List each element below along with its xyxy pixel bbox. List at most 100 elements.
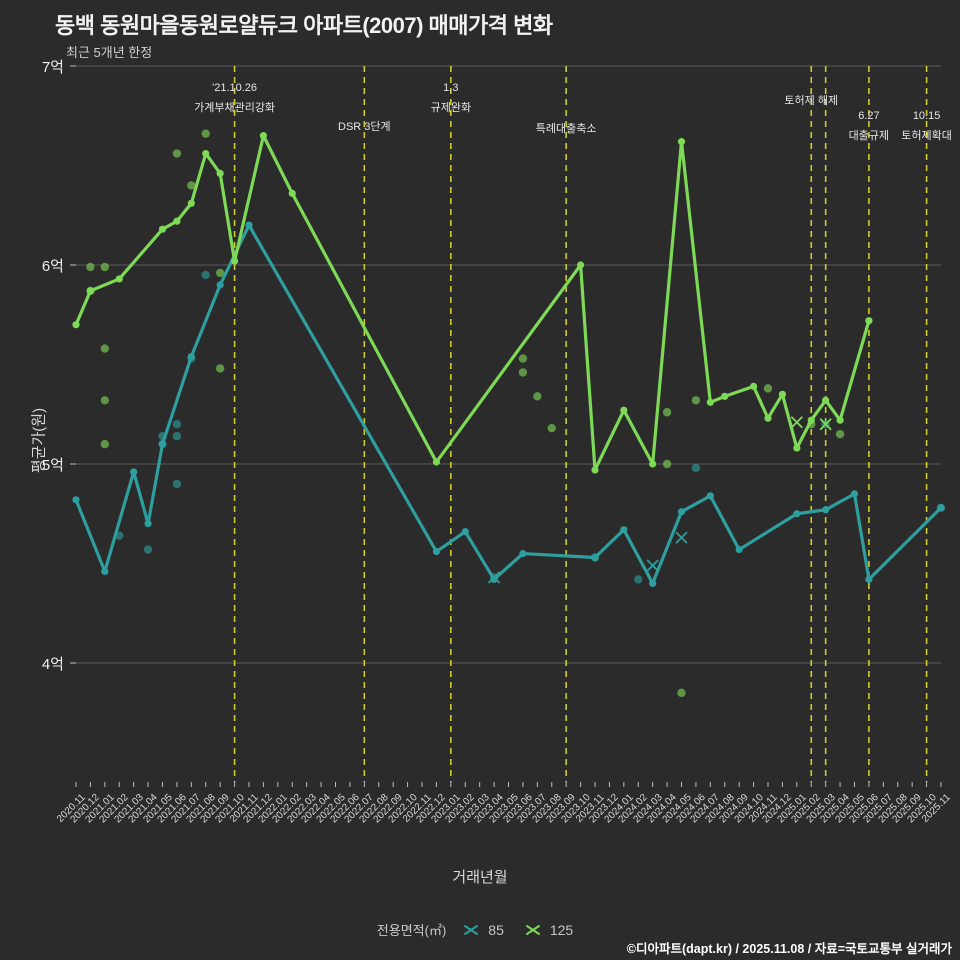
y-axis-title: 평균가(원)	[30, 407, 48, 474]
scatter-point	[143, 545, 153, 554]
data-point[interactable]	[101, 567, 109, 576]
x-marker-icon	[488, 571, 500, 584]
data-point[interactable]	[158, 440, 167, 448]
scatter-point	[215, 268, 225, 278]
event-date-label: 6.27	[858, 110, 880, 122]
data-point[interactable]	[144, 520, 152, 528]
y-axis-tick-label: 4억	[41, 656, 64, 673]
data-point[interactable]	[865, 317, 873, 325]
scatter-point	[518, 368, 528, 377]
x-marker-icon	[525, 924, 540, 935]
x-marker-icon	[646, 559, 659, 572]
data-point[interactable]	[72, 496, 80, 504]
scatter-point	[100, 439, 110, 449]
data-point[interactable]	[735, 545, 743, 554]
data-point[interactable]	[519, 549, 527, 558]
data-point[interactable]	[432, 458, 441, 466]
data-point[interactable]	[187, 199, 195, 207]
event-date-label: 1.3	[443, 82, 459, 94]
y-axis-tick-label: 6억	[41, 258, 64, 275]
data-point[interactable]	[202, 149, 210, 158]
scatter-point	[533, 392, 542, 401]
chart-title: 동백 동원마을동원로얄듀크 아파트(2007) 매매가격 변화	[55, 13, 553, 38]
data-point[interactable]	[807, 416, 815, 424]
event-name-label: DSR 3단계	[338, 121, 391, 133]
scatter-point	[763, 384, 773, 393]
data-point[interactable]	[822, 506, 830, 514]
data-point[interactable]	[72, 321, 80, 329]
legend-label-85: 85	[488, 921, 504, 938]
scatter-point	[100, 344, 110, 353]
scatter-point	[187, 181, 196, 190]
data-point[interactable]	[173, 217, 181, 225]
scatter-point	[547, 423, 556, 433]
legend: 전용면적(㎡) 85 125	[0, 920, 960, 939]
data-point[interactable]	[245, 221, 253, 229]
data-point[interactable]	[706, 398, 714, 406]
data-point[interactable]	[937, 504, 945, 512]
event-name-label: 토허제 해제	[784, 95, 839, 107]
data-point[interactable]	[591, 553, 599, 562]
data-point[interactable]	[721, 392, 729, 400]
data-point[interactable]	[620, 406, 628, 414]
data-point[interactable]	[187, 352, 195, 361]
data-point[interactable]	[216, 281, 224, 289]
chart-subtitle: 최근 5개년 한정	[66, 45, 153, 60]
event-name-label: 특례대출축소	[535, 123, 597, 135]
data-point[interactable]	[649, 460, 657, 468]
data-point[interactable]	[620, 526, 628, 534]
data-point[interactable]	[490, 575, 498, 584]
data-point[interactable]	[677, 138, 686, 146]
data-point[interactable]	[749, 382, 758, 390]
data-point[interactable]	[115, 275, 123, 283]
legend-item-125[interactable]: 125	[523, 922, 573, 938]
data-point[interactable]	[649, 579, 657, 588]
x-marker-icon	[675, 531, 688, 544]
series-line-125[interactable]	[74, 134, 871, 472]
data-point[interactable]	[259, 132, 268, 140]
event-name-label: 규제완화	[430, 102, 472, 114]
data-point[interactable]	[230, 257, 239, 265]
data-point[interactable]	[764, 414, 772, 422]
scatter-point	[691, 396, 701, 405]
data-point[interactable]	[288, 189, 296, 197]
scatter-point	[677, 688, 686, 698]
scatter-point	[691, 463, 701, 473]
scatter-point	[172, 431, 182, 441]
scatter-point	[172, 479, 182, 489]
event-name-label: 토허제확대	[901, 130, 952, 142]
data-point[interactable]	[836, 416, 844, 424]
event-name-label: 대출규제	[848, 130, 890, 142]
data-point[interactable]	[677, 508, 686, 516]
x-marker-icon	[464, 924, 479, 935]
data-point[interactable]	[778, 390, 787, 398]
data-point[interactable]	[591, 466, 599, 474]
data-point[interactable]	[130, 468, 138, 476]
data-point[interactable]	[850, 490, 859, 498]
data-point[interactable]	[158, 225, 167, 233]
legend-title: 전용면적(㎡)	[376, 923, 447, 938]
scatter-point	[662, 459, 672, 469]
scatter-point	[201, 129, 210, 138]
footer-credit: ©디아파트(dapt.kr) / 2025.11.08 / 자료=국토교통부 실…	[626, 942, 952, 956]
x-marker-icon	[790, 416, 803, 429]
data-point[interactable]	[793, 444, 801, 452]
data-point[interactable]	[793, 510, 801, 518]
scatter-point	[835, 429, 845, 439]
data-point[interactable]	[822, 396, 830, 404]
scatter-point	[201, 270, 210, 280]
y-axis-tick-label: 5억	[41, 457, 64, 474]
data-point[interactable]	[706, 492, 714, 500]
data-point[interactable]	[461, 528, 469, 536]
scatter-point	[86, 262, 95, 272]
data-point[interactable]	[865, 575, 873, 584]
data-point[interactable]	[432, 547, 441, 556]
scatter-point	[100, 396, 110, 405]
data-point[interactable]	[576, 261, 585, 269]
data-point[interactable]	[86, 287, 95, 295]
data-point[interactable]	[216, 169, 224, 178]
legend-item-85[interactable]: 85	[461, 922, 504, 938]
scatter-point	[634, 575, 643, 584]
scatter-point	[215, 364, 225, 373]
